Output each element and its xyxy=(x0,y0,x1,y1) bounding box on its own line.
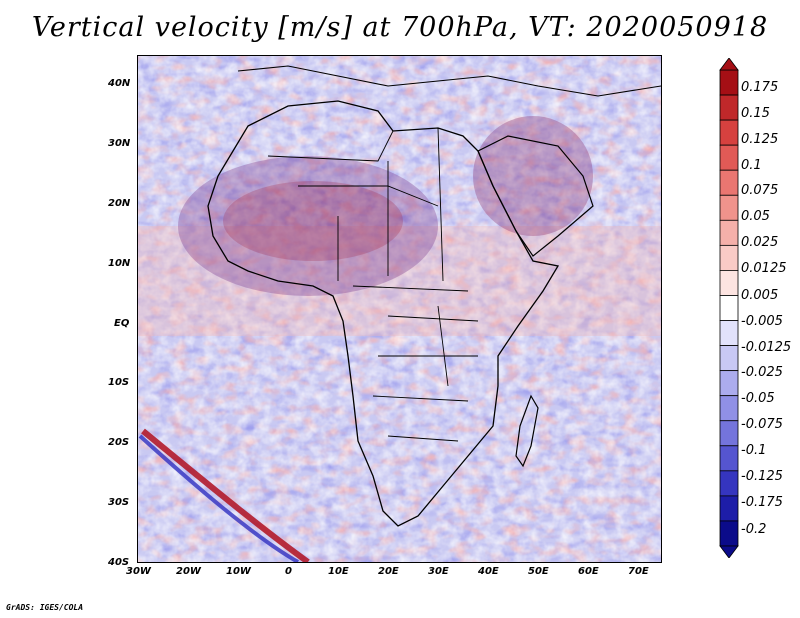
colorbar-segment xyxy=(719,370,739,397)
colorbar-label: -0.025 xyxy=(741,365,783,380)
colorbar-arrow-top xyxy=(719,58,739,71)
lon-label: 30W xyxy=(126,566,151,577)
lon-label: 30E xyxy=(428,566,449,577)
lat-label: 40S xyxy=(108,557,130,568)
colorbar-label: 0.125 xyxy=(741,132,779,147)
colorbar-label: -0.075 xyxy=(741,417,783,432)
map-title: Vertical velocity [m/s] at 700hPa, VT: 2… xyxy=(31,12,769,43)
country-borders xyxy=(267,127,479,442)
colorbar-label: 0.0125 xyxy=(741,261,787,276)
colorbar-label: -0.1 xyxy=(741,443,767,458)
lat-label: 10N xyxy=(108,258,131,269)
madagascar-coastline xyxy=(515,394,539,468)
lon-label: 40E xyxy=(478,566,499,577)
colorbar-segment xyxy=(719,69,739,96)
atlantic-front-streak xyxy=(141,428,310,562)
lon-label: 0 xyxy=(285,566,292,577)
colorbar-segment xyxy=(719,94,739,121)
colorbar-segment xyxy=(719,445,739,472)
colorbar-label: -0.005 xyxy=(741,314,783,329)
colorbar-segment xyxy=(719,119,739,146)
lat-label: 20N xyxy=(108,198,131,209)
colorbar-label: 0.075 xyxy=(741,183,779,198)
colorbar-segment xyxy=(719,169,739,196)
colorbar xyxy=(719,58,739,558)
colorbar-segment xyxy=(719,470,739,497)
colorbar-segment xyxy=(719,420,739,447)
lat-label: 10S xyxy=(108,377,130,388)
colorbar-label: -0.175 xyxy=(741,495,783,510)
colorbar-segment xyxy=(719,270,739,296)
lon-label: 70E xyxy=(628,566,649,577)
colorbar-segment xyxy=(719,395,739,422)
colorbar-label: 0.175 xyxy=(741,80,779,95)
lat-label: 20S xyxy=(108,437,130,448)
lat-label: 30N xyxy=(108,138,131,149)
colorbar-segment xyxy=(719,295,739,321)
colorbar-segment xyxy=(719,244,739,271)
africa-coastline xyxy=(207,100,560,527)
colorbar-label: -0.2 xyxy=(741,522,767,537)
colorbar-label: 0.025 xyxy=(741,235,779,250)
colorbar-segment xyxy=(719,520,739,547)
lon-label: 60E xyxy=(578,566,599,577)
colorbar-label: 0.1 xyxy=(741,158,762,173)
lon-label: 10E xyxy=(328,566,349,577)
colorbar-arrow-bottom xyxy=(719,545,739,558)
lon-label: 20E xyxy=(378,566,399,577)
europe-coastline xyxy=(237,65,661,97)
colorbar-segment xyxy=(719,495,739,522)
colorbar-segment xyxy=(719,345,739,372)
colorbar-label: 0.005 xyxy=(741,288,779,303)
vertical-velocity-map[interactable] xyxy=(137,55,662,563)
sahara-convective-region xyxy=(178,156,438,296)
lat-label: 30S xyxy=(108,497,130,508)
lon-label: 10W xyxy=(226,566,251,577)
colorbar-label: -0.125 xyxy=(741,469,783,484)
colorbar-label: 0.15 xyxy=(741,106,770,121)
lat-label: 40N xyxy=(108,78,131,89)
colorbar-segment xyxy=(719,219,739,246)
lon-label: 50E xyxy=(528,566,549,577)
colorbar-segment xyxy=(719,194,739,221)
colorbar-label: 0.05 xyxy=(741,209,770,224)
colorbar-segment xyxy=(719,144,739,171)
lon-label: 20W xyxy=(176,566,201,577)
lat-label: EQ xyxy=(114,318,130,329)
colorbar-segment xyxy=(719,320,739,346)
colorbar-label: -0.0125 xyxy=(741,340,792,355)
arabia-coastline xyxy=(477,135,594,257)
arabia-region xyxy=(473,116,593,236)
colorbar-label: -0.05 xyxy=(741,391,775,406)
grads-credit: GrADS: IGES/COLA xyxy=(6,603,84,612)
